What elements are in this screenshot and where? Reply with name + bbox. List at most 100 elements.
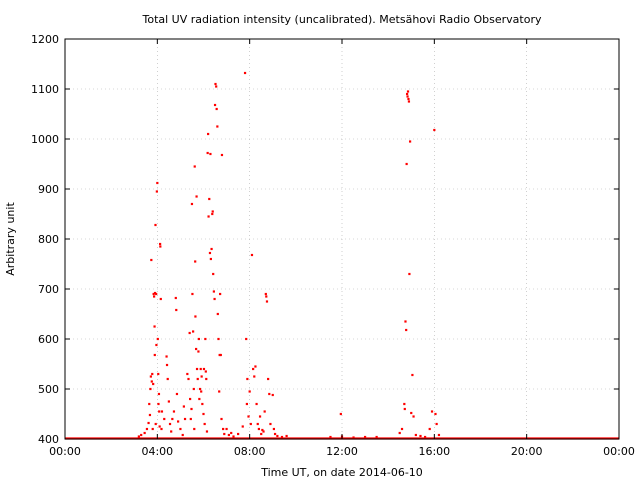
data-point (285, 434, 288, 438)
data-point (205, 377, 208, 381)
data-point (227, 433, 230, 437)
data-point (215, 85, 218, 88)
data-point (211, 212, 214, 216)
data-point (403, 407, 406, 411)
data-point (195, 367, 199, 371)
data-point (200, 390, 203, 393)
data-point (165, 363, 169, 367)
data-point (207, 215, 210, 218)
data-point (152, 382, 155, 386)
data-point (198, 387, 202, 391)
data-point (197, 337, 200, 341)
data-point (193, 427, 196, 431)
data-point (155, 343, 158, 347)
data-point (339, 412, 342, 416)
data-point (405, 92, 409, 96)
data-point (437, 433, 441, 437)
data-point (329, 435, 332, 439)
ticks: 400 500 600 700 800 900 1000 1100 1200 00:00 04:00… (31, 33, 635, 458)
data-point (406, 95, 409, 98)
x-tick-label: 00:00 (603, 445, 635, 458)
data-point (148, 413, 152, 417)
data-point (245, 337, 248, 341)
data-point (219, 353, 222, 357)
data-point (193, 165, 196, 168)
data-point (419, 434, 422, 438)
data-point (167, 400, 170, 403)
data-point (203, 422, 206, 426)
data-point (406, 90, 410, 93)
data-point (430, 410, 434, 413)
data-point (255, 402, 258, 406)
data-point (246, 377, 249, 381)
data-point (216, 125, 219, 128)
data-point (190, 202, 194, 206)
data-point (201, 402, 204, 406)
data-point (403, 402, 406, 406)
x-tick-label: 20:00 (511, 445, 543, 458)
data-point (195, 195, 198, 198)
data-point (157, 392, 161, 396)
data-point (181, 433, 184, 437)
data-point (241, 425, 244, 428)
data-point (190, 407, 193, 411)
data-point (204, 370, 207, 373)
data-point (408, 272, 411, 276)
y-tick-label: 600 (38, 333, 59, 346)
x-tick-label: 04:00 (141, 445, 173, 458)
data-point (157, 372, 160, 376)
data-point (157, 402, 160, 406)
data-point (171, 417, 174, 421)
data-point (264, 292, 267, 296)
data-point (174, 296, 177, 300)
data-point (153, 295, 156, 298)
data-point (210, 247, 213, 251)
data-point (189, 417, 192, 421)
data-point (160, 427, 163, 431)
grid (65, 39, 619, 439)
data-point (154, 422, 157, 426)
data-point (156, 337, 159, 341)
data-point (363, 435, 367, 439)
data-point (153, 325, 156, 328)
chart-title: Total UV radiation intensity (uncalibrat… (142, 13, 542, 26)
data-point (166, 377, 169, 381)
data-point (230, 431, 233, 435)
data-point (218, 390, 221, 393)
data-point (163, 417, 166, 421)
data-point (200, 375, 203, 378)
data-point (249, 422, 252, 426)
data-point (272, 427, 276, 431)
data-point (407, 100, 411, 103)
data-point (219, 292, 222, 296)
data-point (175, 308, 178, 312)
y-tick-label: 1100 (31, 83, 59, 96)
data-point (208, 197, 211, 201)
data-point (213, 103, 217, 107)
data-point (206, 151, 209, 155)
data-point (411, 373, 414, 377)
data-point (247, 415, 250, 418)
data-point (187, 377, 190, 381)
data-point (212, 290, 215, 293)
data-point (160, 410, 164, 413)
data-point (214, 82, 217, 86)
data-point (232, 435, 235, 438)
data-point (435, 422, 438, 426)
data-point (208, 251, 212, 255)
data-point (222, 427, 225, 431)
data-point (143, 431, 146, 435)
y-tick-label: 500 (38, 383, 59, 396)
data-point (267, 377, 270, 381)
data-point (256, 422, 259, 426)
data-point (156, 181, 159, 185)
data-point (172, 410, 176, 413)
data-point (165, 355, 168, 358)
data-point (209, 257, 212, 261)
data-point (254, 365, 257, 368)
data-point (150, 380, 153, 383)
x-axis-label: Time UT, on date 2014-06-10 (260, 466, 423, 479)
data-point (151, 372, 154, 376)
data-point (408, 140, 412, 143)
